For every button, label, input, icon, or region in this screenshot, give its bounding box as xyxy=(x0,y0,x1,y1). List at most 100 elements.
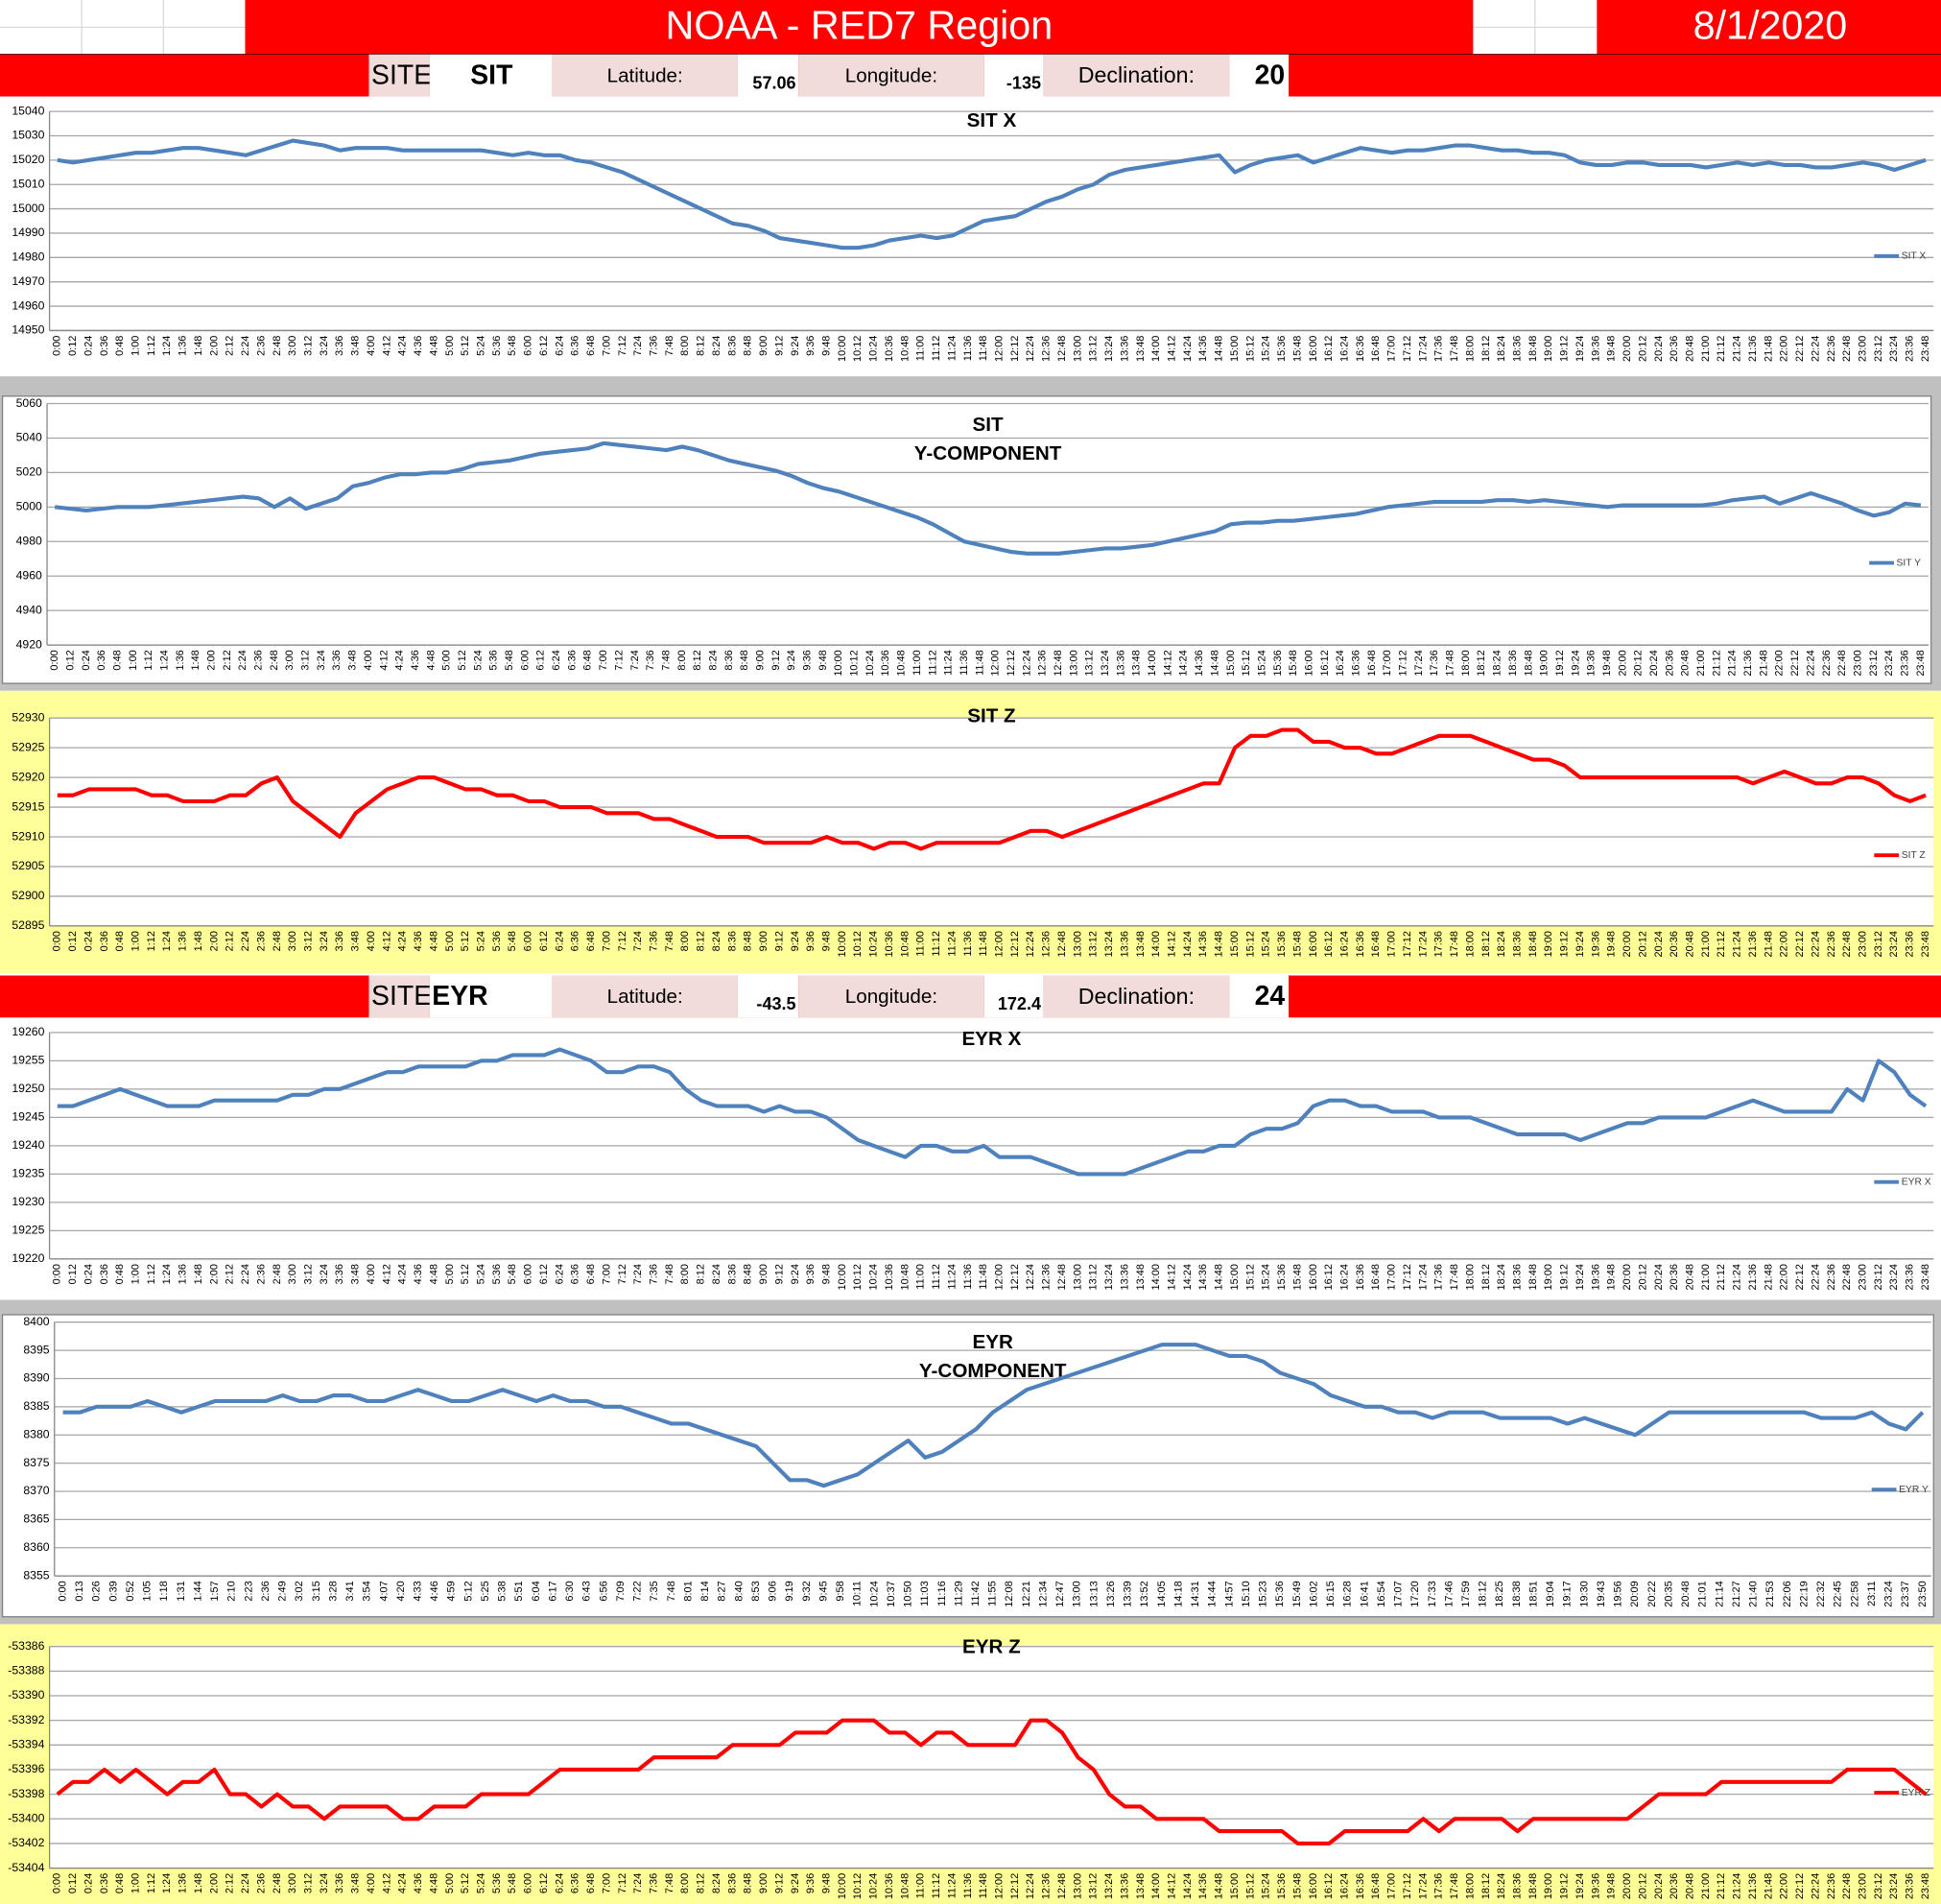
x-tick-label: 15:24 xyxy=(1261,336,1272,362)
x-tick-label: 17:36 xyxy=(1433,1873,1445,1899)
x-tick-label: 0:36 xyxy=(96,650,107,670)
x-tick-label: 7:12 xyxy=(617,336,628,356)
x-tick-label: 21:00 xyxy=(1700,1264,1712,1290)
x-tick-label: 15:24 xyxy=(1261,931,1272,957)
x-tick-label: 9:32 xyxy=(801,1581,813,1601)
x-tick-label: 8:12 xyxy=(692,650,703,670)
x-tick-label: 2:00 xyxy=(208,1264,220,1284)
x-tick-label: 0:24 xyxy=(83,1264,94,1284)
x-tick-label: 4:00 xyxy=(366,336,377,356)
x-tick-label: 18:00 xyxy=(1460,650,1472,676)
x-tick-label: 8:36 xyxy=(726,931,738,951)
x-tick-label: 4:36 xyxy=(413,1264,424,1284)
x-tick-label: 21:40 xyxy=(1748,1581,1760,1606)
x-tick-label: 18:25 xyxy=(1494,1581,1505,1606)
x-tick-label: 20:00 xyxy=(1621,336,1633,362)
x-tick-label: 18:48 xyxy=(1527,1264,1539,1290)
y-tick-label: 52895 xyxy=(12,918,44,932)
x-tick-label: 23:00 xyxy=(1852,650,1863,676)
x-tick-label: 20:48 xyxy=(1680,650,1692,676)
x-tick-label: 5:24 xyxy=(475,931,486,951)
x-tick-label: 22:19 xyxy=(1798,1581,1810,1606)
x-tick-label: 2:12 xyxy=(225,931,236,951)
site-code: SIT xyxy=(470,60,513,90)
x-tick-label: 1:48 xyxy=(193,1264,204,1284)
x-tick-label: 7:00 xyxy=(601,336,612,356)
y-tick-label: 19235 xyxy=(12,1167,44,1180)
x-tick-label: 3:15 xyxy=(311,1581,322,1601)
x-tick-label: 15:36 xyxy=(1272,650,1284,676)
x-tick-label: 16:48 xyxy=(1370,1873,1382,1899)
x-tick-label: 10:24 xyxy=(868,931,880,957)
x-tick-label: 3:00 xyxy=(284,650,296,670)
x-tick-label: 6:43 xyxy=(581,1581,593,1601)
x-tick-label: 8:48 xyxy=(743,336,754,356)
x-tick-label: 22:12 xyxy=(1794,1873,1806,1899)
y-tick-label: 19240 xyxy=(12,1138,44,1152)
x-tick-label: 5:12 xyxy=(457,650,468,670)
site-cell xyxy=(1229,54,1290,97)
x-tick-label: 19:12 xyxy=(1554,650,1566,676)
x-tick-label: 4:24 xyxy=(397,931,409,951)
x-tick-label: 7:36 xyxy=(645,650,656,670)
site-latitude-label: Latitude: xyxy=(607,64,683,86)
x-tick-label: 15:00 xyxy=(1229,931,1241,957)
x-tick-label: 8:48 xyxy=(739,650,750,670)
x-tick-label: 21:36 xyxy=(1747,1264,1759,1290)
x-tick-label: 7:00 xyxy=(601,1264,612,1284)
x-tick-label: 17:59 xyxy=(1460,1581,1472,1606)
x-tick-label: 5:12 xyxy=(460,1873,471,1893)
site-latitude: -43.5 xyxy=(756,994,795,1013)
x-tick-label: 2:24 xyxy=(240,1264,251,1284)
x-tick-label: 14:36 xyxy=(1197,1264,1209,1290)
x-tick-label: 22:48 xyxy=(1841,1264,1853,1290)
x-tick-label: 10:00 xyxy=(837,931,848,957)
x-tick-label: 18:00 xyxy=(1464,1264,1476,1290)
x-tick-label: 5:48 xyxy=(507,1264,518,1284)
x-tick-label: 23:48 xyxy=(1920,1264,1931,1290)
x-tick-label: 3:24 xyxy=(319,336,330,356)
x-tick-label: 17:48 xyxy=(1449,931,1460,957)
x-tick-label: 7:24 xyxy=(632,931,644,951)
x-tick-label: 1:24 xyxy=(158,650,170,670)
x-tick-label: 17:48 xyxy=(1445,650,1456,676)
x-tick-label: 2:48 xyxy=(272,336,283,356)
x-tick-label: 0:48 xyxy=(114,336,126,356)
x-tick-label: 3:24 xyxy=(319,1264,330,1284)
x-tick-label: 6:36 xyxy=(570,931,581,951)
x-tick-label: 19:56 xyxy=(1613,1581,1624,1606)
x-tick-label: 13:36 xyxy=(1119,1264,1130,1290)
x-tick-label: 17:12 xyxy=(1402,931,1413,957)
x-tick-label: 8:00 xyxy=(676,650,688,670)
x-tick-label: 10:00 xyxy=(837,1264,848,1290)
x-tick-label: 3:54 xyxy=(362,1581,373,1601)
x-tick-label: 7:24 xyxy=(632,1873,644,1893)
x-tick-label: 15:00 xyxy=(1229,336,1241,362)
x-tick-label: 10:24 xyxy=(868,1873,880,1899)
x-tick-label: 1:12 xyxy=(146,931,157,951)
x-tick-label: 2:00 xyxy=(206,650,218,670)
x-tick-label: 8:12 xyxy=(696,1873,707,1893)
x-tick-label: 1:36 xyxy=(178,336,189,356)
x-tick-label: 12:00 xyxy=(994,1873,1006,1899)
x-tick-label: 13:00 xyxy=(1072,336,1083,362)
legend-label: EYR X xyxy=(1902,1177,1931,1187)
x-tick-label: 17:00 xyxy=(1382,650,1393,676)
x-tick-label: 19:48 xyxy=(1601,650,1613,676)
x-tick-label: 19:04 xyxy=(1545,1581,1556,1606)
x-tick-label: 10:37 xyxy=(886,1581,897,1606)
x-tick-label: 0:52 xyxy=(125,1581,136,1601)
x-tick-label: 23:12 xyxy=(1873,1264,1884,1290)
x-tick-label: 9:06 xyxy=(768,1581,779,1601)
x-tick-label: 19:36 xyxy=(1586,650,1598,676)
y-tick-label: 15030 xyxy=(12,129,44,142)
x-tick-label: 1:12 xyxy=(143,650,154,670)
site-cell xyxy=(798,975,984,1018)
x-tick-label: 14:00 xyxy=(1147,650,1158,676)
x-tick-label: 13:52 xyxy=(1139,1581,1150,1606)
x-tick-label: 13:48 xyxy=(1131,650,1143,676)
x-tick-label: 23:00 xyxy=(1858,336,1869,362)
x-tick-label: 5:48 xyxy=(507,1873,518,1893)
x-tick-label: 17:07 xyxy=(1393,1581,1405,1606)
x-tick-label: 9:00 xyxy=(758,1873,769,1893)
